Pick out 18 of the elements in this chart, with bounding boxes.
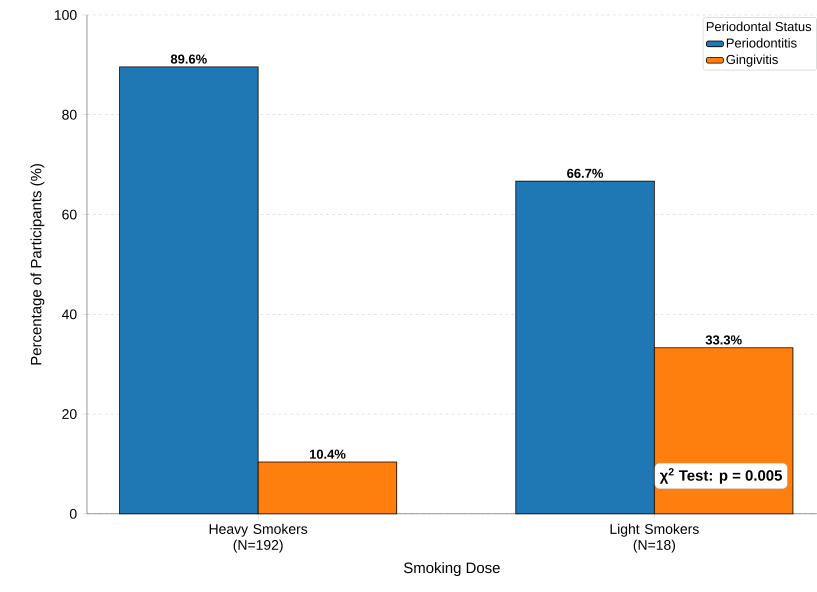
data-label: 66.7% [567,168,604,178]
x-axis-title: Smoking Dose [404,562,500,576]
data-label: 10.4% [310,450,346,459]
x-tick-label: Light Smokers (N=18) [610,524,699,553]
data-label: 89.6% [170,54,207,64]
data-label: 33.3% [706,335,742,345]
y-tick-label: 40 [62,309,77,320]
legend-title: Periodontal Status [706,22,812,32]
x-tick-label: Heavy Smokers (N=192) [210,524,308,553]
y-tick-label: 60 [62,210,77,220]
y-axis-title: Percentage of Participants (%) [30,164,44,365]
y-tick-label: 100 [54,10,77,20]
y-tick-label: 20 [62,409,77,420]
legend-label: Gingivitis [726,54,778,67]
legend-label: Periodontitis [726,38,797,48]
y-tick-label: 0 [70,508,77,519]
y-tick-label: 80 [62,110,77,120]
annotation: χ$^{2}$ Test: p = 0.005 [660,468,782,484]
